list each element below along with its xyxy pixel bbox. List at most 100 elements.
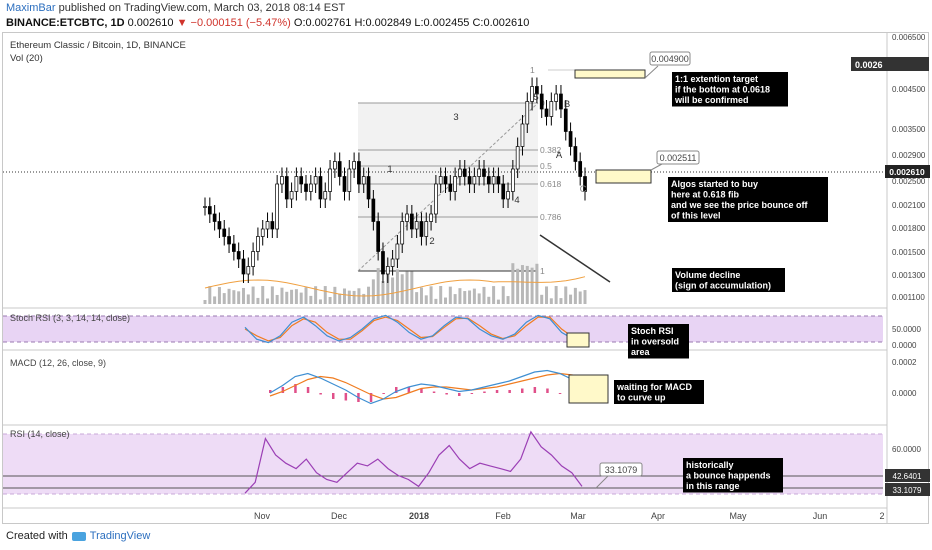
- candle-body: [246, 266, 251, 275]
- price-tick-label: 0.001100: [892, 293, 925, 302]
- candle-body: [241, 258, 246, 275]
- candle-body: [275, 183, 280, 230]
- change-value: ▼ −0.000151 (−5.47%): [176, 17, 291, 29]
- price-tick-label: 0.002900: [892, 151, 926, 160]
- candle-body: [414, 221, 419, 230]
- volume-bar: [203, 300, 207, 304]
- volume-bar: [362, 293, 366, 304]
- price-tick-label: 0.006500: [892, 33, 926, 42]
- fib-price-tag: 0.002511: [660, 153, 697, 163]
- wave-label: 5: [533, 92, 538, 103]
- wave-label: 2: [429, 236, 434, 247]
- target-tag-connector: [644, 65, 659, 79]
- candle-body: [313, 176, 318, 185]
- volume-bar: [410, 271, 414, 304]
- wave-label: 3: [453, 112, 458, 123]
- target-note-line: will be confirmed: [674, 95, 749, 105]
- candle-body: [342, 176, 347, 192]
- rsi-note-line: in this range: [686, 481, 740, 491]
- candle-body: [429, 213, 433, 222]
- volume-bar: [347, 290, 351, 304]
- volume-bar: [453, 294, 457, 304]
- macd-histogram-bar: [281, 387, 285, 393]
- volume-bar: [318, 299, 322, 304]
- target-note-line: if the bottom at 0.0618: [675, 85, 770, 95]
- candle-body: [390, 258, 395, 267]
- macd-axis-label: 0.0000: [892, 389, 917, 398]
- candle-body: [506, 191, 510, 200]
- volume-bar: [419, 287, 423, 304]
- candle-body: [347, 168, 352, 192]
- volume-bar: [458, 288, 462, 304]
- candle-body: [458, 168, 462, 177]
- volume-bar: [506, 296, 510, 304]
- macd-histogram-bar: [458, 393, 461, 396]
- volume-bar: [222, 293, 226, 304]
- volume-bar: [314, 286, 318, 304]
- macd-note-box: [614, 380, 704, 404]
- candle-body: [270, 221, 275, 230]
- candle-body: [462, 168, 467, 177]
- rsi-tag-bg-1: [885, 469, 930, 482]
- candle-body: [419, 221, 424, 237]
- volume-bar: [549, 298, 553, 304]
- candle-body: [482, 168, 486, 177]
- fib-level-label: 1: [540, 266, 545, 276]
- volume-bar: [429, 286, 433, 304]
- volume-bar: [251, 286, 255, 304]
- volume-bar: [516, 268, 520, 304]
- volume-bar: [444, 297, 448, 304]
- candle-body: [265, 221, 270, 230]
- macd-histogram-bar: [407, 387, 411, 393]
- volume-label: Vol (20): [10, 53, 43, 64]
- wave-label: 4: [514, 195, 519, 206]
- ohlc-values: O:0.002761 H:0.002849 L:0.002455 C:0.002…: [293, 17, 530, 29]
- macd-histogram-bar: [546, 388, 549, 393]
- chart-frame: [2, 32, 929, 524]
- price-tick-label: 0.002100: [892, 201, 926, 210]
- candle-body: [361, 176, 366, 185]
- rsi-tag-bg-2: [885, 483, 930, 496]
- volume-bar: [217, 287, 221, 304]
- candle-body: [559, 93, 563, 110]
- volume-bar: [472, 288, 476, 304]
- volume-bar: [241, 287, 245, 304]
- macd-histogram-bar: [508, 390, 511, 393]
- candle-body: [280, 176, 284, 185]
- candle-body: [448, 183, 453, 192]
- candle-body: [217, 221, 222, 230]
- volume-bar: [424, 295, 428, 304]
- footer: Created with TradingView: [6, 530, 150, 542]
- overflow-price-tag: 0.0026: [855, 60, 883, 70]
- fib-buy-highlight-box: [595, 169, 652, 184]
- author-link[interactable]: MaximBar: [6, 2, 56, 14]
- macd-histogram-bar: [533, 387, 537, 393]
- volume-bar: [434, 298, 438, 304]
- stoch-axis-label: 0.0000: [892, 341, 917, 350]
- macd-histogram-bar: [306, 387, 310, 393]
- candle-body: [510, 168, 515, 192]
- volume-bar: [386, 268, 390, 304]
- candle-body: [424, 221, 429, 237]
- time-tick-label: 2: [879, 511, 884, 521]
- volume-bar: [261, 286, 265, 304]
- volume-bar: [400, 274, 404, 304]
- time-tick-label: Feb: [495, 511, 511, 521]
- candle-body: [284, 176, 289, 200]
- candle-body: [405, 213, 409, 222]
- macd-note-line: to curve up: [617, 393, 666, 403]
- volume-bar: [208, 286, 212, 304]
- stoch-k-line: [244, 314, 586, 344]
- rsi-title: RSI (14, close): [10, 429, 70, 439]
- volume-bar: [530, 267, 534, 304]
- macd-histogram-bar: [395, 387, 398, 393]
- candle-body: [366, 176, 371, 200]
- tradingview-link[interactable]: TradingView: [89, 530, 151, 542]
- candle-body: [256, 236, 260, 252]
- time-tick-label: Apr: [651, 511, 665, 521]
- macd-histogram-bar: [495, 390, 499, 393]
- time-tick-label: 2018: [409, 511, 429, 521]
- time-tick-label: Jun: [813, 511, 828, 521]
- volume-bar: [573, 287, 577, 304]
